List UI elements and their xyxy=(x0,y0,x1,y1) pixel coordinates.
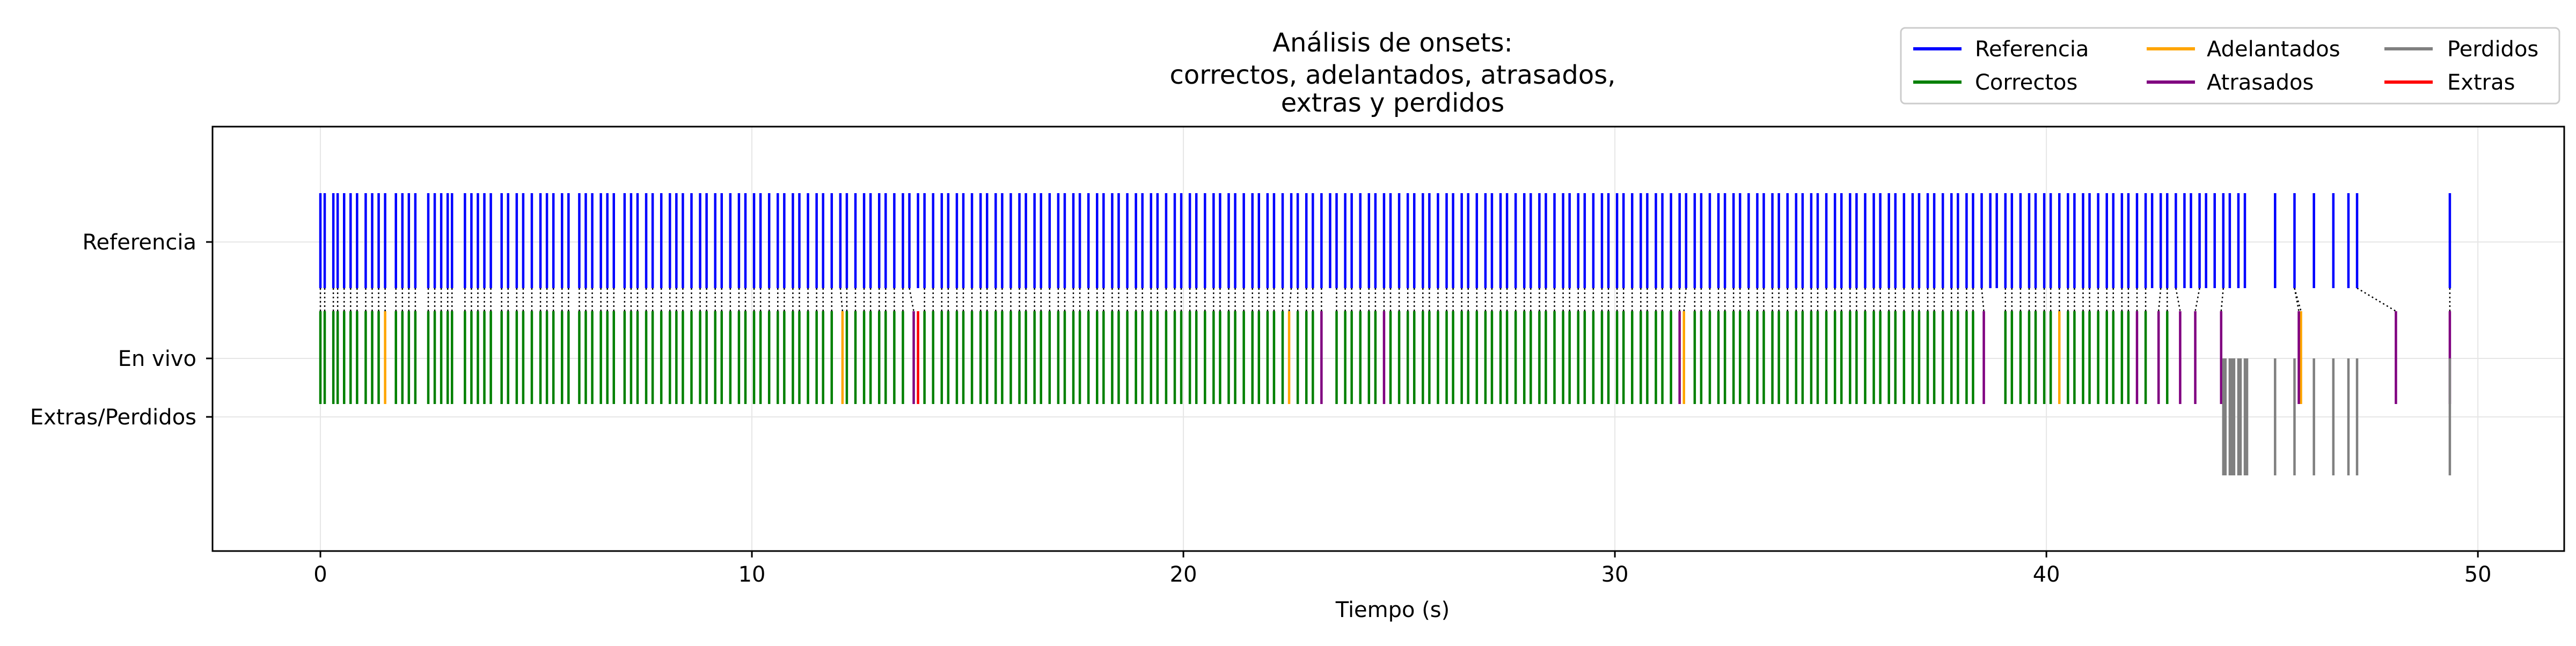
ytick-label-en-vivo: En vivo xyxy=(118,347,196,371)
xtick-label-1: 10 xyxy=(738,562,766,587)
ytick-label-extras-perdidos: Extras/Perdidos xyxy=(30,405,196,430)
legend-box xyxy=(1900,27,2560,105)
match-line-227 xyxy=(1683,288,1687,312)
legend-label-referencia: Referencia xyxy=(1975,37,2089,62)
xtick-label-2: 20 xyxy=(1170,562,1197,587)
match-line-237 xyxy=(2175,288,2181,312)
match-line-236 xyxy=(2157,288,2162,312)
xtick-label-5: 50 xyxy=(2464,562,2492,587)
xtick-label-0: 0 xyxy=(313,562,327,587)
legend-label-correctos: Correctos xyxy=(1975,70,2077,95)
xtick-label-3: 30 xyxy=(1601,562,1629,587)
legend-label-extras: Extras xyxy=(2447,70,2515,95)
match-lines xyxy=(319,287,2451,312)
ytick-label-referencia: Referencia xyxy=(83,230,196,255)
match-line-239 xyxy=(2220,288,2224,312)
xtick-label-4: 40 xyxy=(2033,562,2060,587)
match-line-229 xyxy=(2294,288,2302,312)
match-line-234 xyxy=(1981,288,1985,312)
match-line-226 xyxy=(1288,288,1292,312)
match-line-225 xyxy=(839,288,844,312)
x-axis-label: Tiempo (s) xyxy=(1335,598,1450,622)
match-line-240 xyxy=(2294,288,2300,312)
match-line-230 xyxy=(909,288,914,312)
legend-label-perdidos: Perdidos xyxy=(2447,37,2538,62)
chart-title-line-2: correctos, adelantados, atrasados, xyxy=(1169,60,1615,90)
chart-title: Análisis de onsets: correctos, adelantad… xyxy=(1169,28,1615,118)
y-axis: Referencia En vivo Extras/Perdidos xyxy=(30,230,213,430)
legend-label-atrasados: Atrasados xyxy=(2207,70,2314,95)
x-axis: 0 10 20 30 40 50 xyxy=(313,551,2492,587)
chart-title-line-3: extras y perdidos xyxy=(1281,88,1505,118)
grid xyxy=(213,127,2564,551)
chart-title-line-1: Análisis de onsets: xyxy=(1272,28,1513,58)
event-marks xyxy=(319,193,2451,475)
match-line-238 xyxy=(2194,288,2200,312)
legend: Referencia Correctos Adelantados Atrasad… xyxy=(1900,27,2560,105)
match-line-241 xyxy=(2357,287,2397,312)
legend-label-adelantados: Adelantados xyxy=(2207,37,2340,62)
plot-area xyxy=(211,126,2565,552)
